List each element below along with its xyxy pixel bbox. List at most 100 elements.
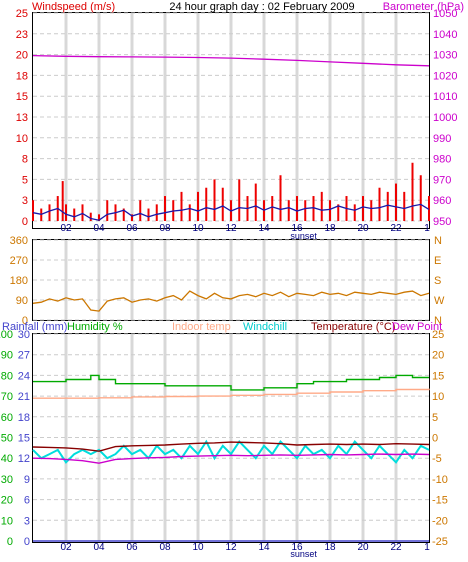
barometer-tick-label: 1040 [433,29,457,41]
barometer-tick-label: 1020 [433,70,457,82]
rainfall-tick-label: 27 [18,350,30,362]
temp-hour-tick-label: 02 [60,542,72,553]
temperature-tick-label: -15 [432,495,448,507]
wind-hour-tick-label: 14 [258,223,270,234]
rainfall-tick-label: 9 [24,474,30,486]
wind-hour-tick-label: 12 [225,223,237,234]
temperature-tick-label: 15 [432,370,444,382]
series-layer [32,54,430,542]
humidity-tick-label: 30 [1,474,13,486]
windspeed-tick-label: 0 [22,216,28,228]
rainfall-tick-label: 0 [24,536,30,548]
temp-hour-tick-label: 20 [357,542,369,553]
barometer-tick-label: 990 [433,133,451,145]
wind-hour-tick-label: 18 [324,223,336,234]
wind-hour-tick-label: 08 [159,223,171,234]
legend-dew-point: Dew Point [392,321,442,333]
humidity-tick-label: 0 [7,536,13,548]
temp-hour-tick-label: 08 [159,542,171,553]
indoor-series-line [33,388,430,399]
temp-hour-tick-label: 10 [192,542,204,553]
legend-temperature: Temperature (°C) [311,321,395,333]
barometer-tick-label: 970 [433,174,451,186]
rainfall-tick-label: 3 [24,515,30,527]
windspeed-axis-title: Windspeed (m/s) [32,1,115,13]
windspeed-tick-label: 8 [22,154,28,166]
barometer-tick-label: 950 [433,216,451,228]
wind-sunset-label: sunset [290,231,317,241]
temperature-tick-label: 5 [432,412,438,424]
windspeed-tick-label: 13 [16,112,28,124]
wind-hour-tick-label: 06 [126,223,138,234]
wind-hour-tick-label: 16 [291,223,303,234]
barometer-tick-label: 1000 [433,112,457,124]
direction-degree-tick-label: 90 [16,295,28,307]
direction-compass-tick-label: N [434,235,442,247]
rainfall-tick-label: 30 [18,329,30,341]
temp-sunset-label: sunset [290,549,317,557]
legend-indoor-temp: Indoor temp [172,321,231,333]
humidity-tick-label: 60 [1,412,13,424]
barometer-tick-label: 1050 [433,8,457,20]
humidity-tick-label: 10 [1,515,13,527]
direction-compass-tick-label: E [434,255,441,267]
rainfall-tick-label: 18 [18,412,30,424]
barometer-axis-title: Barometer (hPa) [383,1,464,13]
wind-end-tick-label: 1 [424,223,430,234]
rainfall-tick-label: 6 [24,495,30,507]
windspeed-tick-label: 5 [22,174,28,186]
rainfall-tick-label: 24 [18,370,30,382]
humidity-tick-label: 50 [1,433,13,445]
wind-hour-tick-label: 10 [192,223,204,234]
temp-hour-tick-label: 22 [390,542,402,553]
legend-humidity: Humidity % [67,321,123,333]
wind-hour-tick-label: 02 [60,223,72,234]
temp-hour-tick-label: 14 [258,542,270,553]
wind-hour-tick-label: 20 [357,223,369,234]
temp-hour-tick-label: 12 [225,542,237,553]
temp-hour-tick-label: 04 [93,542,105,553]
rainfall-tick-label: 21 [18,391,30,403]
humidity-tick-label: 90 [1,350,13,362]
temperature-tick-label: 25 [432,329,444,341]
direction-compass-tick-label: N [434,315,442,327]
chart-title: 24 hour graph day : 02 February 2009 [169,1,354,13]
direction-degree-tick-label: 180 [10,275,28,287]
legend-rainfall: Rainfall (mm) [2,321,67,333]
direction-compass-tick-label: S [434,275,441,287]
windspeed-tick-label: 3 [22,195,28,207]
wind-hour-tick-label: 22 [390,223,402,234]
humidity-tick-label: 40 [1,453,13,465]
humidity-tick-label: 100 [0,329,13,341]
wind-hour-tick-label: 04 [93,223,105,234]
temperature-tick-label: 0 [432,433,438,445]
windchill-series-line [32,439,430,464]
barometer-tick-label: 1010 [433,91,457,103]
humidity-series-line [33,374,429,391]
humidity-tick-label: 20 [1,495,13,507]
temperature-tick-label: 10 [432,391,444,403]
direction-degree-tick-label: 270 [10,255,28,267]
windspeed-tick-label: 20 [16,50,28,62]
windspeed-tick-label: 10 [16,133,28,145]
temperature-tick-label: -10 [432,474,448,486]
temperature-series-line [32,441,430,452]
temp-hour-tick-label: 16 [291,542,303,553]
windspeed-tick-label: 15 [16,91,28,103]
rainfall-tick-label: 12 [18,453,30,465]
barometer-series-line [32,54,430,67]
temp-hour-tick-label: 18 [324,542,336,553]
barometer-tick-label: 1030 [433,50,457,62]
humidity-tick-label: 70 [1,391,13,403]
temperature-tick-label: 20 [432,350,444,362]
humidity-tick-label: 80 [1,370,13,382]
temperature-tick-label: -25 [432,536,448,548]
direction-degree-tick-label: 360 [10,235,28,247]
legend-windchill: Windchill [243,321,287,333]
dewpoint-series-line [32,453,430,464]
rainfall-tick-label: 15 [18,433,30,445]
axis-labels-layer: 0358101315182023259509609709809901000101… [0,8,457,559]
barometer-tick-label: 960 [433,195,451,207]
